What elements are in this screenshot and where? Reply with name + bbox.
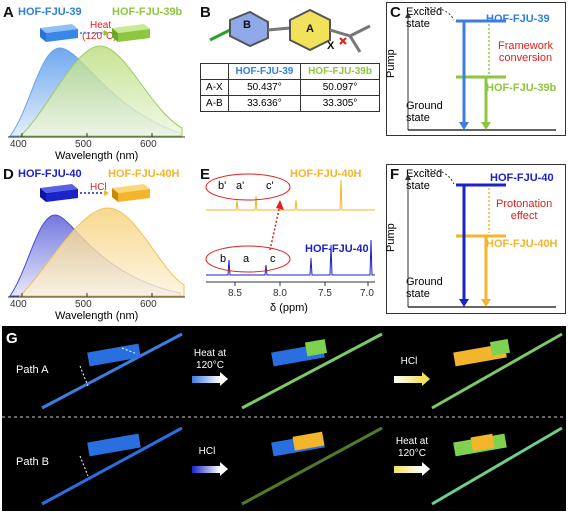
framework-note-2: conversion — [498, 52, 553, 64]
nmr-spectra — [205, 173, 375, 286]
framework-note: Framework conversion — [498, 40, 553, 64]
tick-e-80: 8.0 — [273, 288, 287, 299]
panel-letter-c: C — [390, 4, 401, 21]
panel-letter-b: B — [200, 4, 211, 21]
curve-hof40h — [18, 207, 185, 297]
ground-state-f: Ground state — [406, 276, 443, 300]
excited-state-f: Excited state — [406, 168, 443, 192]
tick-a-500: 500 — [75, 139, 92, 150]
peak-a-prime: a' — [236, 180, 245, 192]
spectra-a — [8, 24, 185, 138]
level-label-hof40h: HOF-FJU-40H — [486, 238, 558, 250]
crystal-orange — [112, 184, 150, 202]
panel-letter-d: D — [3, 166, 14, 183]
row-ax-hof39: 50.437° — [227, 79, 302, 96]
step-a1-line2: 120°C — [196, 360, 224, 371]
xlabel-a: Wavelength (nm) — [55, 150, 139, 162]
panel-letter-e: E — [200, 166, 211, 183]
level-label-hof40: HOF-FJU-40 — [490, 172, 554, 184]
row-ab-hof39b: 33.305° — [300, 95, 380, 112]
angle-table: HOF-FJU-39 HOF-FJU-39b A-X 50.437° 50.09… — [200, 63, 380, 112]
panel-letter-a: A — [3, 4, 14, 21]
step-b2-line2: 120°C — [398, 448, 426, 459]
step-a1-line1: Heat at — [193, 348, 227, 359]
atom-b-label: B — [243, 19, 251, 31]
crystal-green — [112, 24, 150, 42]
peak-b-prime: b' — [218, 180, 227, 192]
tick-d-400: 400 — [10, 299, 27, 310]
atom-a-label: A — [306, 23, 314, 35]
row-ax-hof39b: 50.097° — [300, 79, 380, 96]
panel-letter-f: F — [390, 166, 400, 183]
panel-c-frame — [386, 2, 566, 136]
path-b-label: Path B — [16, 456, 50, 468]
tick-a-600: 600 — [140, 139, 157, 150]
tick-a-400: 400 — [10, 139, 27, 150]
tick-d-500: 500 — [75, 299, 92, 310]
atom-x-label: X — [327, 40, 335, 52]
step-a1: Heat at 120°C — [190, 348, 230, 372]
panel-f-frame — [386, 164, 566, 314]
label-hof39b: HOF-FJU-39b — [112, 6, 183, 18]
arrow-label-hcl: HCl — [90, 182, 107, 193]
row-ab-label: A-B — [200, 95, 229, 112]
level-label-hof39b: HOF-FJU-39b — [486, 82, 557, 94]
path-a-label: Path A — [16, 364, 49, 376]
crystal-images — [2, 332, 566, 506]
tick-e-85: 8.5 — [228, 288, 242, 299]
label-hof40h: HOF-FJU-40H — [108, 168, 180, 180]
crystal-blue — [40, 24, 78, 42]
step-b1: HCl — [198, 446, 216, 457]
th-hof39b: HOF-FJU-39b — [300, 63, 380, 80]
protonation-note-1: Protonation — [496, 198, 553, 210]
spectra-d — [8, 184, 185, 298]
arrow-label-heat: Heat — [90, 20, 112, 31]
tick-e-70: 7.0 — [360, 288, 374, 299]
curve-hof39b — [18, 45, 183, 137]
row-ab-hof39: 33.636° — [227, 95, 302, 112]
step-b2: Heat at 120°C — [392, 436, 432, 460]
tick-d-600: 600 — [140, 299, 157, 310]
panel-g: G Path A Path B — [2, 326, 566, 511]
protonation-note-2: effect — [510, 210, 538, 222]
peak-c-prime: c' — [266, 180, 274, 192]
nmr-label-top: HOF-FJU-40H — [290, 168, 362, 180]
th-empty — [200, 63, 229, 80]
step-b2-line1: Heat at — [395, 436, 429, 447]
peak-c: c — [270, 253, 276, 265]
framework-note-1: Framework — [498, 40, 554, 52]
energy-diagram-c — [405, 7, 556, 131]
label-hof40: HOF-FJU-40 — [18, 168, 82, 180]
protonation-note: Protonation effect — [496, 198, 552, 222]
peak-a: a — [243, 253, 250, 265]
crystal-darkblue — [40, 184, 78, 202]
molecule-b — [209, 8, 371, 53]
arrow-sub-temp: (120°C) — [82, 31, 117, 42]
xlabel-e: δ (ppm) — [270, 302, 308, 314]
label-hof39: HOF-FJU-39 — [18, 6, 82, 18]
ground-state-c: Ground state — [406, 100, 443, 124]
xlabel-d: Wavelength (nm) — [55, 310, 139, 322]
energy-diagram-f — [405, 169, 556, 308]
panel-letter-g: G — [6, 330, 18, 347]
nmr-label-bottom: HOF-FJU-40 — [305, 243, 369, 255]
step-a2: HCl — [400, 356, 418, 367]
peak-b: b — [220, 253, 227, 265]
row-ax-label: A-X — [200, 79, 229, 96]
th-hof39: HOF-FJU-39 — [227, 63, 302, 80]
excited-state-c: Excited state — [406, 6, 443, 30]
tick-e-75: 7.5 — [318, 288, 332, 299]
